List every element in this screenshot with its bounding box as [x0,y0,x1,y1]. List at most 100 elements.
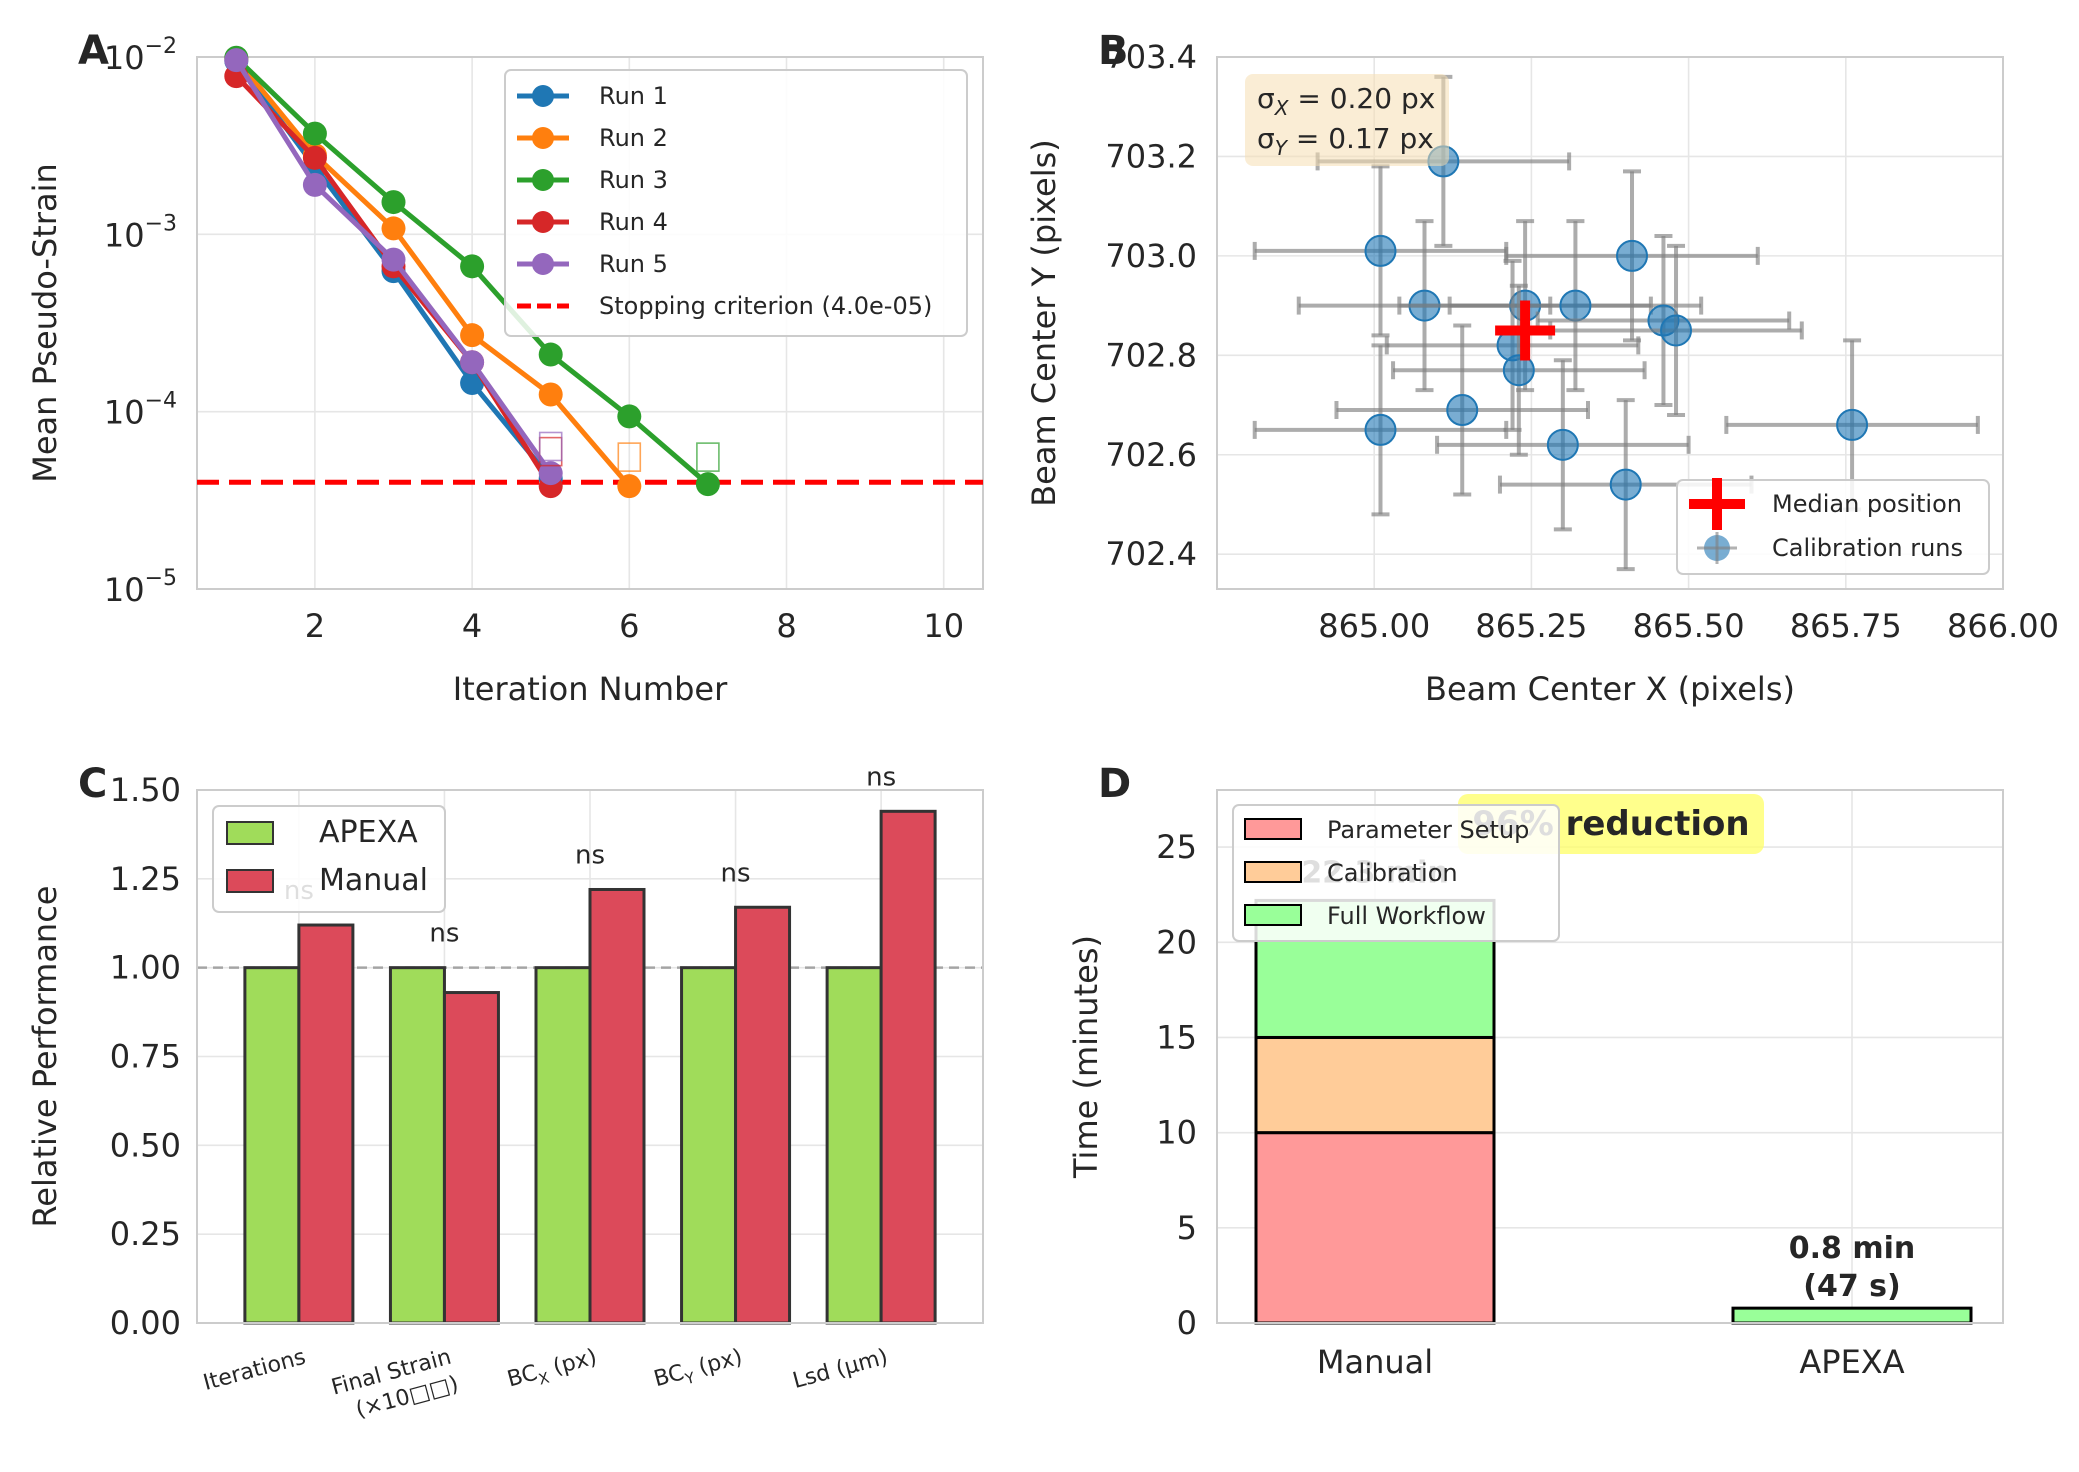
series-point [617,404,642,429]
legend-swatch [1244,861,1302,883]
legend-label: Median position [1772,490,1962,518]
series-point [302,145,327,170]
significance-label: ns [429,919,459,949]
y-tick-label: 1.50 [110,771,181,809]
x-tick-label: BCY (px) [651,1345,746,1396]
legend-marker [532,169,554,191]
panel-letter: B [1098,28,1129,74]
y-tick-label: 0.00 [110,1304,181,1342]
y-tick-label: 702.4 [1105,535,1197,573]
calibration-point [1502,354,1535,387]
x-tick-label: APEXA [1799,1343,1904,1381]
plot-frame [196,56,984,590]
legend-marker [532,85,554,107]
calibration-point [1364,234,1397,267]
convergence-marker [696,442,720,472]
x-tick-label: Iterations [201,1345,309,1396]
panel-d-time-comparison: 0510152025ManualAPEXA22.3 min0.8 min(47 … [1067,761,2004,1381]
y-tick-label: 703.0 [1105,237,1197,275]
stacked-bar-segment [1254,1035,1496,1135]
legend-label: Stopping criterion (4.0e-05) [599,292,932,320]
legend-label: Full Workflow [1327,902,1486,930]
x-tick-label: Final Strain(×10□□) [329,1345,461,1428]
y-tick-label: 10−5 [104,566,177,609]
y-tick-label: 10−2 [104,34,177,77]
panel-b-beam-center-scatter: 865.00 865.25 865.50 865.75 866.00 702.4 702.6… [1025,28,2059,708]
bar [588,887,646,1325]
series-point [302,172,327,197]
tick-label-line: Lsd (μm) [790,1345,890,1394]
series-point [460,371,485,396]
bar [297,923,355,1325]
series-point [460,323,485,348]
legend-swatch [1244,818,1302,840]
x-tick-label: 866.00 [1947,607,2059,645]
stacked-bar-segment [1731,1306,1973,1325]
plot-frame [1216,789,2004,1324]
y-tick-label: 10−3 [104,211,177,254]
x-tick-label: 865.75 [1790,607,1902,645]
x-tick-label: 4 [462,607,482,645]
convergence-marker [538,431,563,462]
legend-swatch [226,869,274,893]
plot-frame [1216,56,2004,590]
sigma-value: = 0.17 px [1287,122,1434,155]
stacked-bar-segment [1254,1131,1496,1325]
y-tick-label: 10−4 [104,389,177,432]
x-tick-label: Lsd (μm) [790,1345,890,1394]
y-tick-label: 5 [1177,1209,1197,1247]
series-point [224,48,249,73]
y-tick-label: 20 [1156,923,1197,961]
sigma-subscript: Y [1275,136,1289,160]
legend-label: Run 4 [599,208,668,236]
y-tick-label: 1.00 [110,949,181,987]
legend-marker [532,253,554,275]
y-tick-label: 703.2 [1105,137,1197,175]
legend-label: Run 5 [599,250,668,278]
convergence-marker [617,442,642,472]
tick-subscript: X [537,1369,552,1389]
y-axis-label: Beam Center Y (pixels) [1025,139,1063,507]
series-line [234,56,632,488]
tick-exponent: −4 [145,389,177,414]
bar [825,966,883,1325]
series-point [538,342,563,367]
calibration-point [1559,289,1592,322]
legend-marker [532,127,554,149]
legend-marker [532,211,554,233]
series-point [381,190,406,215]
x-axis-label: Iteration Number [453,670,728,708]
series-point [538,382,563,407]
legend-label: Calibration runs [1772,534,1963,562]
legend-label: Run 2 [599,124,668,152]
x-tick-label: 6 [619,607,639,645]
legend-label: Run 3 [599,166,668,194]
bar [879,809,937,1325]
panel-letter: C [78,761,107,807]
series-point [381,216,406,241]
tick-exponent: −5 [145,566,177,591]
panel-letter: D [1098,761,1131,807]
significance-label: ns [575,840,605,870]
sigma-symbol: σ [1257,122,1275,155]
panel-letter: A [78,28,109,74]
legend-swatch [226,821,274,845]
sigma-value: = 0.20 px [1288,82,1435,115]
plot-frame [196,789,984,1324]
y-axis-label: Time (minutes) [1067,935,1105,1179]
series-point [302,121,327,146]
calibration-point [1660,314,1693,347]
significance-label: ns [721,858,751,888]
y-tick-label: 703.4 [1105,38,1197,76]
bar [442,991,500,1325]
legend-label: Calibration [1327,859,1458,887]
sigma-symbol: σ [1257,82,1275,115]
x-tick-label: 2 [305,607,325,645]
calibration-point [1609,468,1642,501]
x-tick-label: Manual [1317,1343,1433,1381]
legend-label: Run 1 [599,82,668,110]
calibration-point [1446,394,1479,427]
bar [388,966,446,1325]
legend-label: Parameter Setup [1327,816,1529,844]
